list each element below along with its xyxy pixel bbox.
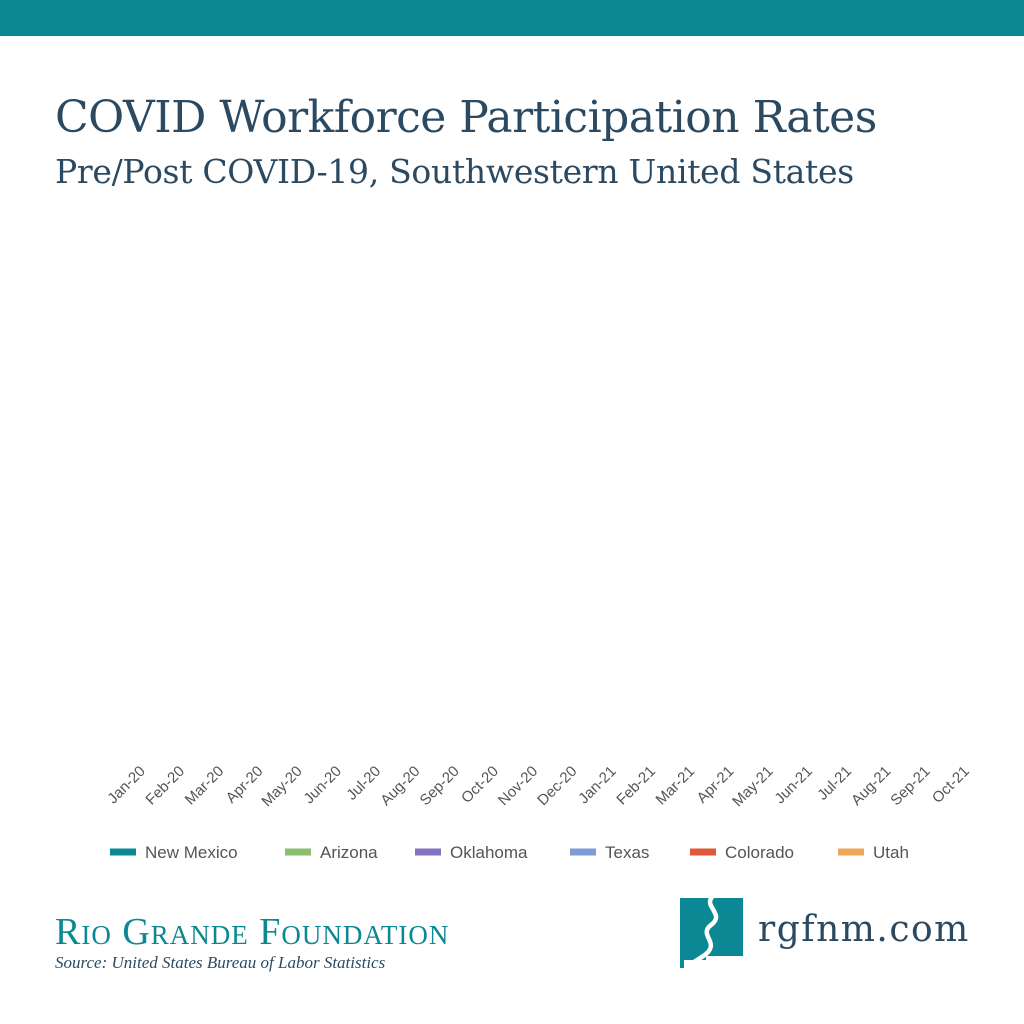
legend-label-colorado: Colorado	[725, 843, 794, 862]
x-tick-label: May-20	[258, 763, 305, 810]
legend-label-oklahoma: Oklahoma	[450, 843, 528, 862]
line-chart: 50.00%55.00%60.00%65.00% Jan-20Feb-20Mar…	[104, 763, 972, 862]
x-tick-label: Nov-20	[495, 763, 541, 809]
x-tick-label: Feb-21	[613, 763, 659, 809]
x-tick-label: Jan-21	[575, 763, 619, 807]
x-tick-label: Jun-20	[301, 763, 345, 807]
x-tick-label: Dec-20	[534, 763, 580, 809]
legend-label-new-mexico: New Mexico	[145, 843, 238, 862]
legend-label-arizona: Arizona	[320, 843, 378, 862]
source-note: Source: United States Bureau of Labor St…	[55, 953, 386, 972]
x-tick-label: Aug-21	[848, 763, 894, 809]
x-tick-label: Aug-20	[377, 763, 423, 809]
x-tick-label: Mar-20	[182, 763, 228, 809]
x-tick-label: Jun-21	[771, 763, 815, 807]
x-tick-label: Feb-20	[142, 763, 188, 809]
legend-label-utah: Utah	[873, 843, 909, 862]
brand-name: Rio Grande Foundation	[55, 911, 450, 953]
x-tick-label: Sep-20	[417, 763, 463, 809]
page-title: COVID Workforce Participation Rates	[55, 92, 877, 143]
legend-label-texas: Texas	[605, 843, 649, 862]
x-tick-label: May-21	[729, 763, 776, 810]
x-tick-label: Sep-21	[887, 763, 933, 809]
x-tick-label: Oct-21	[929, 763, 973, 807]
chart-legend: New Mexico Arizona Oklahoma Texas Colorado Ut…	[110, 843, 909, 862]
website-link[interactable]: rgfnm.com	[758, 909, 970, 950]
new-mexico-river-logo-icon	[680, 898, 743, 968]
page-subtitle: Pre/Post COVID-19, Southwestern United S…	[55, 152, 854, 191]
x-tick-label: Jan-20	[104, 763, 148, 807]
x-axis-ticks: Jan-20Feb-20Mar-20Apr-20May-20Jun-20Jul-…	[104, 763, 972, 810]
x-tick-label: Mar-21	[653, 763, 699, 809]
top-accent-bar	[0, 0, 1024, 36]
x-tick-label: Oct-20	[458, 763, 502, 807]
